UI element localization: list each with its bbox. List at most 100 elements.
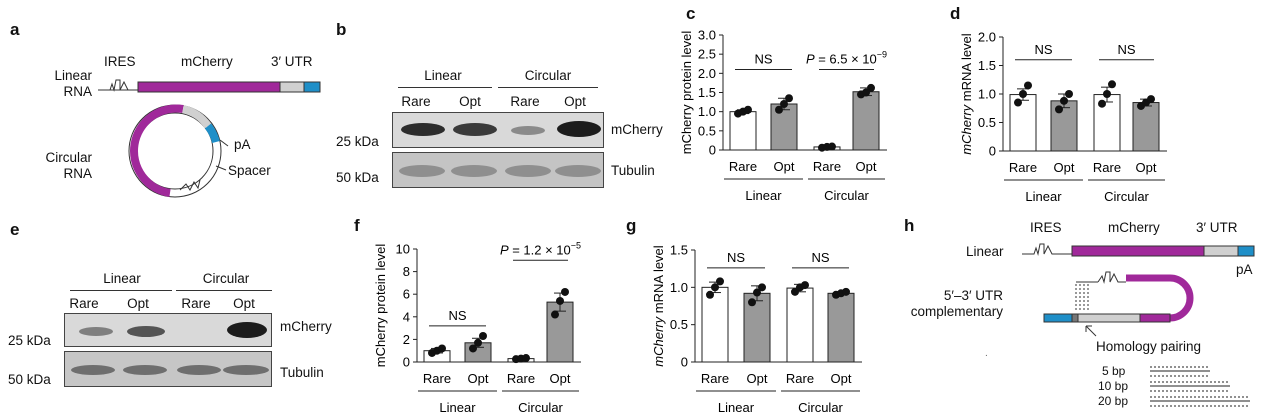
f-point bbox=[438, 344, 446, 353]
c-x-tick-label-1: Rare bbox=[729, 159, 757, 174]
chart-f: 0 2 4 6 8 10 mCherry protein level Rare Opt Rare O… bbox=[373, 240, 581, 415]
g-y-tick-label: 0.5 bbox=[670, 317, 688, 332]
blot-b-lane-1: Rare bbox=[401, 94, 431, 109]
f-y-tick-label: 10 bbox=[396, 242, 410, 257]
f-y-tick-label: 8 bbox=[403, 264, 410, 279]
d-x-tick-label-3: Rare bbox=[1093, 160, 1121, 175]
h-bp-5: 5 bp bbox=[1102, 364, 1126, 378]
utr-label: 3′ UTR bbox=[271, 54, 313, 69]
f-point bbox=[469, 344, 477, 353]
h-arrow-icon bbox=[1085, 325, 1097, 337]
d-point bbox=[1024, 81, 1032, 90]
d-sig-label-1: NS bbox=[1034, 42, 1052, 57]
c-point bbox=[780, 100, 788, 108]
c-x-tick-label-4: Opt bbox=[856, 159, 877, 174]
d-x-tick-label-2: Opt bbox=[1054, 160, 1075, 175]
d-bar-3 bbox=[1093, 94, 1121, 152]
c-y-tick-label: 2.5 bbox=[698, 47, 716, 62]
g-group-label-2: Circular bbox=[798, 400, 843, 415]
f-y-tick-label: 4 bbox=[403, 309, 410, 324]
h-linear-diagram bbox=[1022, 243, 1255, 257]
f-sig-label-1: NS bbox=[448, 308, 466, 323]
g-bar-3 bbox=[786, 287, 814, 363]
h-bp-bars bbox=[1150, 366, 1250, 407]
h-utr-label: 3′ UTR bbox=[1196, 220, 1238, 235]
c-group-label-1: Linear bbox=[745, 188, 782, 203]
d-point bbox=[1014, 98, 1022, 107]
panel-label-c: c bbox=[686, 4, 696, 23]
d-y-tick-label: 1.5 bbox=[978, 58, 996, 73]
h-dot: . bbox=[985, 348, 988, 359]
blot-e-lane-2: Opt bbox=[127, 296, 149, 311]
panel-label-f: f bbox=[354, 216, 360, 235]
h-ires-icon bbox=[1022, 243, 1060, 256]
c-y-tick-label: 0.5 bbox=[698, 123, 716, 138]
linear-rna-label-1: Linear bbox=[54, 68, 92, 83]
blot-e-tubulin bbox=[64, 351, 272, 387]
f-x-tick-label-3: Rare bbox=[507, 371, 535, 386]
mcherry-label: mCherry bbox=[181, 54, 233, 69]
d-group-label-1: Linear bbox=[1025, 189, 1062, 204]
c-sig-label-2: P = 6.5 × 10−9 bbox=[806, 50, 887, 67]
f-y-tick-label: 2 bbox=[403, 332, 410, 347]
f-point bbox=[561, 287, 569, 296]
panel-label-b: b bbox=[336, 20, 347, 39]
c-y-tick-label: 3.0 bbox=[698, 28, 716, 43]
linear-rna-label-2: RNA bbox=[63, 84, 92, 99]
blot-e-group-linear: Linear bbox=[103, 271, 141, 286]
g-point bbox=[801, 281, 809, 290]
h-comp-label-2: complementary bbox=[910, 304, 1003, 319]
g-y-tick-label: 1.0 bbox=[670, 280, 688, 295]
h-pa-label: pA bbox=[1236, 262, 1253, 277]
h-homology-label: Homology pairing bbox=[1096, 339, 1202, 354]
d-bar-2 bbox=[1050, 100, 1078, 152]
g-y-tick-label: 1.5 bbox=[670, 243, 688, 258]
blot-b-band-mcherry: mCherry bbox=[611, 122, 663, 137]
c-point bbox=[828, 142, 836, 151]
f-x-tick-label-1: Rare bbox=[423, 371, 451, 386]
g-sig-label-2: NS bbox=[811, 250, 829, 265]
blot-b-lane-3: Rare bbox=[510, 94, 540, 109]
d-bar-4 bbox=[1132, 102, 1160, 152]
blot-b-marker-25: 25 kDa bbox=[336, 134, 379, 149]
linear-rna-diagram bbox=[98, 79, 321, 93]
d-point bbox=[1055, 105, 1063, 114]
c-y-tick-label: 0 bbox=[709, 143, 716, 158]
blot-e-marker-50: 50 kDa bbox=[8, 372, 51, 387]
f-sig-label-2: P = 1.2 × 10−5 bbox=[500, 240, 581, 257]
circular-rna-diagram bbox=[128, 104, 229, 198]
d-point bbox=[1147, 95, 1155, 104]
panel-label-e: e bbox=[10, 220, 20, 239]
f-point bbox=[522, 354, 530, 363]
circular-rna-label-1: Circular bbox=[45, 150, 92, 165]
f-y-axis-label: mCherry protein level bbox=[373, 244, 388, 368]
f-x-tick-label-2: Opt bbox=[468, 371, 489, 386]
g-bar-2 bbox=[743, 292, 771, 363]
d-bar-1 bbox=[1009, 94, 1037, 152]
c-y-tick-label: 1.5 bbox=[698, 85, 716, 100]
blot-e-band-mcherry: mCherry bbox=[280, 319, 332, 334]
ires-icon bbox=[100, 79, 134, 92]
g-point bbox=[748, 298, 756, 307]
f-point bbox=[474, 338, 482, 347]
g-point bbox=[753, 288, 761, 297]
g-bar-1 bbox=[701, 286, 729, 363]
panel-label-d: d bbox=[950, 4, 961, 23]
g-point bbox=[716, 277, 724, 286]
blot-e-lane-4: Opt bbox=[233, 296, 255, 311]
c-x-tick-label-3: Rare bbox=[813, 159, 841, 174]
g-x-tick-label-3: Rare bbox=[786, 371, 814, 386]
c-point bbox=[775, 105, 783, 114]
c-bar-1 bbox=[729, 111, 757, 151]
h-bp-20: 20 bp bbox=[1098, 394, 1129, 408]
circular-pa-arc bbox=[204, 123, 220, 144]
c-x-tick-label-2: Opt bbox=[774, 159, 795, 174]
g-x-tick-label-2: Opt bbox=[747, 371, 768, 386]
circular-utr-arc bbox=[181, 105, 212, 129]
blot-b-band-tubulin: Tubulin bbox=[611, 163, 655, 178]
blot-e-lane-3: Rare bbox=[181, 296, 211, 311]
c-bar-2 bbox=[770, 103, 798, 151]
d-point bbox=[1065, 90, 1073, 98]
g-x-tick-label-1: Rare bbox=[701, 371, 729, 386]
g-bar-4 bbox=[827, 292, 855, 363]
